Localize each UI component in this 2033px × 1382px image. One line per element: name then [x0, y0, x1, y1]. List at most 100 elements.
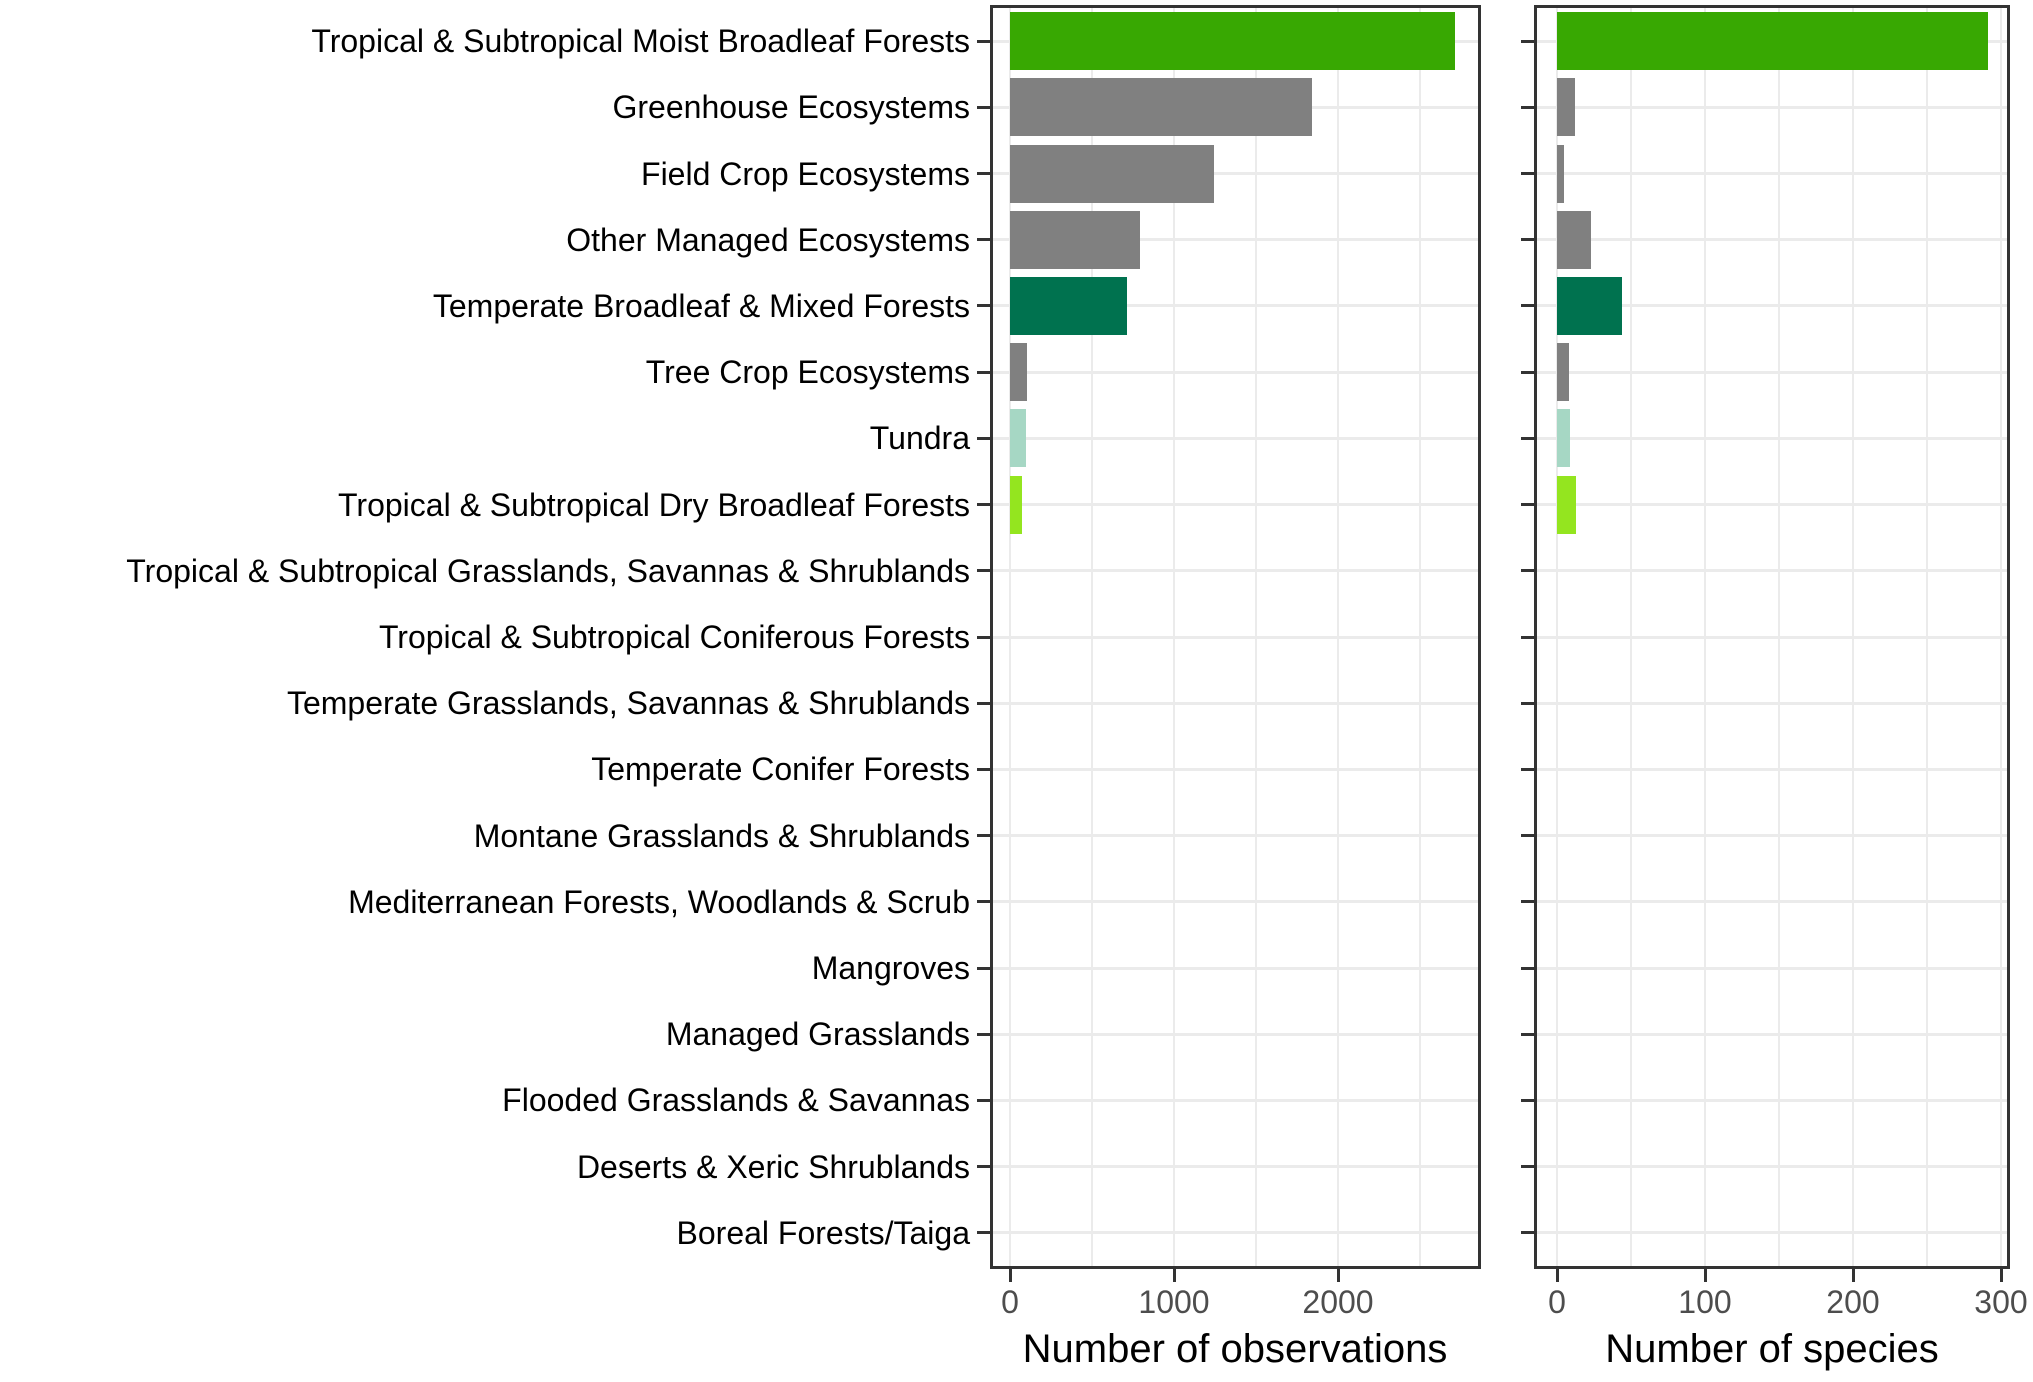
- gridline-horizontal: [1537, 1098, 2007, 1102]
- gridline-horizontal: [1537, 370, 2007, 374]
- gridline-horizontal: [993, 503, 1478, 507]
- category-label: Managed Grasslands: [665, 1016, 970, 1053]
- x-tick-mark: [1172, 1269, 1176, 1282]
- x-tick-mark: [1851, 1269, 1855, 1282]
- category-label: Tropical & Subtropical Grasslands, Savan…: [126, 552, 970, 589]
- bar-species: [1557, 343, 1569, 402]
- bar-species: [1557, 210, 1592, 269]
- bar-species: [1557, 409, 1571, 468]
- gridline-horizontal: [993, 1032, 1478, 1036]
- category-label: Tropical & Subtropical Dry Broadleaf For…: [338, 486, 970, 523]
- x-tick-label: 200: [1826, 1284, 1880, 1320]
- y-tick-mark: [1521, 635, 1534, 639]
- y-tick-mark: [1521, 172, 1534, 176]
- y-tick-mark: [1521, 569, 1534, 573]
- gridline-horizontal: [1537, 172, 2007, 176]
- category-label: Mediterranean Forests, Woodlands & Scrub: [348, 883, 970, 920]
- category-label: Tundra: [869, 420, 970, 457]
- x-tick-mark: [1555, 1269, 1559, 1282]
- x-axis-title-observations: Number of observations: [1022, 1327, 1448, 1371]
- category-label: Tree Crop Ecosystems: [645, 354, 970, 391]
- bar-species: [1557, 144, 1565, 203]
- gridline-horizontal: [1537, 1165, 2007, 1169]
- bar-observations: [1010, 210, 1140, 269]
- category-label: Montane Grasslands & Shrublands: [473, 817, 970, 854]
- category-label: Other Managed Ecosystems: [566, 221, 970, 258]
- category-label: Mangroves: [811, 950, 970, 987]
- category-label: Temperate Grasslands, Savannas & Shrubla…: [286, 685, 970, 722]
- bar-observations: [1010, 276, 1128, 335]
- y-tick-mark: [1521, 238, 1534, 242]
- y-tick-mark: [977, 767, 990, 771]
- y-tick-mark: [977, 900, 990, 904]
- bar-species: [1557, 12, 1988, 71]
- gridline-horizontal: [993, 304, 1478, 308]
- x-tick-mark: [1703, 1269, 1707, 1282]
- y-tick-mark: [1521, 105, 1534, 109]
- x-axis-title-species: Number of species: [1605, 1327, 1939, 1371]
- gridline-horizontal: [1537, 304, 2007, 308]
- x-tick-mark: [1336, 1269, 1340, 1282]
- y-tick-mark: [1521, 966, 1534, 970]
- gridline-horizontal: [1537, 834, 2007, 838]
- y-tick-mark: [977, 966, 990, 970]
- bar-observations: [1010, 12, 1456, 71]
- gridline-horizontal: [1537, 900, 2007, 904]
- bar-observations: [1010, 409, 1026, 468]
- species-panel: [1534, 5, 2010, 1269]
- x-tick-label: 2000: [1302, 1284, 1374, 1320]
- gridline-horizontal: [1537, 635, 2007, 639]
- gridline-horizontal: [1537, 238, 2007, 242]
- y-tick-mark: [977, 39, 990, 43]
- y-tick-mark: [1521, 1032, 1534, 1036]
- gridline-horizontal: [993, 370, 1478, 374]
- y-tick-mark: [977, 238, 990, 242]
- y-tick-mark: [977, 569, 990, 573]
- x-tick-mark: [1999, 1269, 2003, 1282]
- x-tick-label: 300: [1974, 1284, 2028, 1320]
- y-tick-mark: [1521, 436, 1534, 440]
- category-label: Temperate Conifer Forests: [591, 751, 970, 788]
- y-tick-mark: [977, 503, 990, 507]
- category-label: Boreal Forests/Taiga: [676, 1214, 970, 1251]
- category-label: Deserts & Xeric Shrublands: [576, 1148, 970, 1185]
- y-tick-mark: [1521, 370, 1534, 374]
- gridline-horizontal: [993, 701, 1478, 705]
- gridline-horizontal: [993, 966, 1478, 970]
- y-tick-mark: [1521, 1098, 1534, 1102]
- y-tick-mark: [977, 1231, 990, 1235]
- bar-species: [1557, 78, 1575, 137]
- y-tick-mark: [977, 172, 990, 176]
- category-label: Greenhouse Ecosystems: [612, 89, 971, 126]
- gridline-horizontal: [1537, 1032, 2007, 1036]
- y-tick-mark: [1521, 1165, 1534, 1169]
- category-label: Tropical & Subtropical Coniferous Forest…: [378, 619, 970, 655]
- bar-observations: [1010, 78, 1312, 137]
- y-tick-mark: [1521, 1231, 1534, 1235]
- category-label: Tropical & Subtropical Moist Broadleaf F…: [311, 23, 970, 60]
- y-tick-mark: [977, 105, 990, 109]
- x-tick-label: 1000: [1138, 1284, 1210, 1320]
- gridline-horizontal: [993, 436, 1478, 440]
- gridline-horizontal: [1537, 436, 2007, 440]
- bar-species: [1557, 475, 1577, 534]
- category-label: Flooded Grasslands & Savannas: [502, 1082, 970, 1119]
- gridline-horizontal: [1537, 701, 2007, 705]
- x-tick-mark: [1008, 1269, 1012, 1282]
- category-label: Temperate Broadleaf & Mixed Forests: [432, 287, 970, 324]
- bar-observations: [1010, 475, 1022, 534]
- bar-observations: [1010, 144, 1215, 203]
- bar-observations: [1010, 343, 1028, 402]
- gridline-horizontal: [993, 900, 1478, 904]
- gridline-horizontal: [1537, 1231, 2007, 1235]
- y-tick-mark: [977, 370, 990, 374]
- y-tick-mark: [977, 436, 990, 440]
- gridline-horizontal: [993, 767, 1478, 771]
- category-label: Field Crop Ecosystems: [641, 155, 970, 192]
- gridline-horizontal: [993, 238, 1478, 242]
- x-tick-label: 100: [1678, 1284, 1732, 1320]
- gridline-horizontal: [993, 569, 1478, 573]
- y-tick-mark: [1521, 834, 1534, 838]
- gridline-horizontal: [993, 1165, 1478, 1169]
- y-tick-mark: [977, 1098, 990, 1102]
